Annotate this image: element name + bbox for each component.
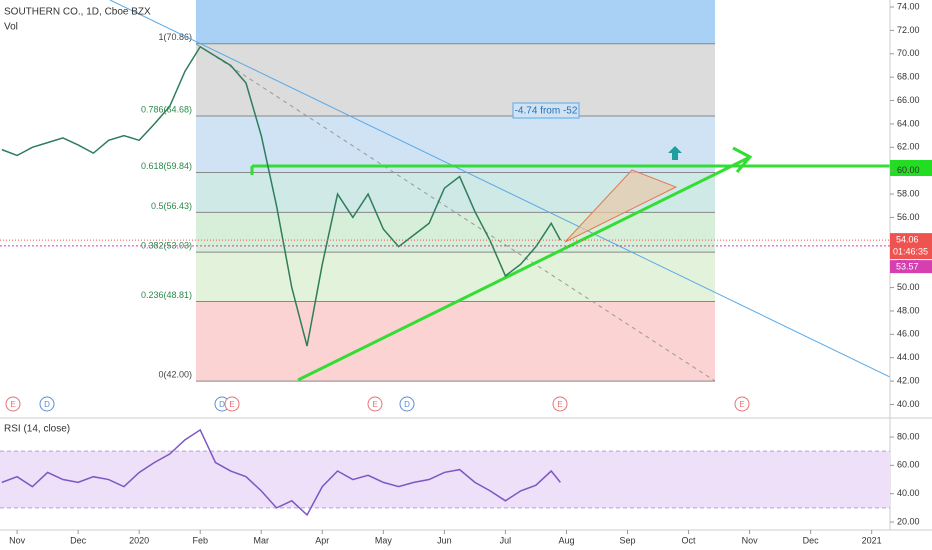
y-tick-label: 62.00 <box>897 142 920 152</box>
rsi-line <box>1 428 561 517</box>
event-marker <box>5 396 21 412</box>
x-tick-label: 2021 <box>862 535 882 545</box>
fib-label: 0.382(53.03) <box>141 241 192 251</box>
x-tick-label: Sep <box>620 535 636 545</box>
x-tick-label: Jul <box>500 535 512 545</box>
rsi-band <box>0 451 890 508</box>
event-label: D <box>404 400 410 409</box>
countdown: 01:46:35 <box>893 246 928 256</box>
y-tick-label: 40.00 <box>897 399 920 409</box>
rsi-y-tick-label: 20.00 <box>897 516 920 526</box>
y-tick-label: 74.00 <box>897 1 920 11</box>
fib-label: 1(70.86) <box>158 32 192 42</box>
event-label: E <box>10 400 15 409</box>
rsi-title: RSI (14, close) <box>4 424 70 435</box>
symbol-title: SOUTHERN CO., 1D, Cboe BZX <box>4 7 151 18</box>
x-tick-label: Nov <box>9 535 26 545</box>
y-tick-label: 64.00 <box>897 118 920 128</box>
price-line <box>1 45 562 347</box>
x-tick-label: Aug <box>558 535 574 545</box>
y-tick-label: 60.00 <box>897 165 920 175</box>
y-tick-label: 50.00 <box>897 282 920 292</box>
fib-zone <box>196 252 715 302</box>
y-tick-label: 58.00 <box>897 188 920 198</box>
volume-label: Vol <box>4 22 18 33</box>
fib-label: 0.5(56.43) <box>151 201 192 211</box>
rsi-y-tick-label: 60.00 <box>897 460 920 470</box>
event-label: D <box>44 400 50 409</box>
event-marker <box>552 396 568 412</box>
y-tick-label: 56.00 <box>897 212 920 222</box>
event-label: E <box>557 400 562 409</box>
event-label: E <box>229 400 234 409</box>
y-tick-label: 44.00 <box>897 352 920 362</box>
fib-top-zone <box>196 0 715 44</box>
last-price: 54.06 <box>896 234 919 244</box>
fib-zone <box>196 115 715 173</box>
event-label: D <box>219 400 225 409</box>
y-tick-label: 42.00 <box>897 375 920 385</box>
event-marker <box>399 396 415 412</box>
resistance-price-box <box>890 160 932 176</box>
y-tick-label: 72.00 <box>897 25 920 35</box>
x-tick-label: Nov <box>742 535 759 545</box>
annotation: -4.74 from -52 <box>515 106 578 117</box>
event-marker <box>734 396 750 412</box>
y-tick-label: 48.00 <box>897 305 920 315</box>
event-marker <box>367 396 383 412</box>
y-tick-label: 46.00 <box>897 329 920 339</box>
trend-line <box>109 0 890 378</box>
annotation-box <box>512 102 580 119</box>
fib-zone <box>196 301 715 382</box>
fib-zone <box>196 43 715 116</box>
x-tick-label: May <box>375 535 393 545</box>
y-tick-label: 68.00 <box>897 72 920 82</box>
fib-label: 0.236(48.81) <box>141 290 192 300</box>
fib-diagonal <box>195 43 716 382</box>
x-tick-label: Mar <box>254 535 270 545</box>
reference-label: 53.57 <box>896 261 919 271</box>
x-tick-label: Dec <box>70 535 87 545</box>
event-marker <box>39 396 55 412</box>
rsi-y-tick-label: 80.00 <box>897 431 920 441</box>
x-tick-label: Feb <box>192 535 208 545</box>
support-line <box>297 156 749 382</box>
y-tick-label: 70.00 <box>897 48 920 58</box>
x-tick-label: Jun <box>437 535 452 545</box>
rsi-y-tick-label: 40.00 <box>897 488 920 498</box>
reference-box <box>890 260 932 274</box>
last-price-box <box>890 233 932 260</box>
drawings <box>1 0 890 382</box>
x-tick-label: Oct <box>682 535 697 545</box>
event-label: E <box>739 400 744 409</box>
x-tick-label: Apr <box>315 535 329 545</box>
y-tick-label: 66.00 <box>897 95 920 105</box>
event-label: E <box>372 400 377 409</box>
arrow-head <box>732 146 753 173</box>
event-marker <box>224 396 240 412</box>
fib-label: 0(42.00) <box>158 369 192 379</box>
fib-label: 0.618(59.84) <box>141 161 192 171</box>
up-arrow <box>668 146 682 160</box>
triangle-shape <box>564 169 678 243</box>
x-tick-label: Dec <box>803 535 820 545</box>
x-tick-label: 2020 <box>129 535 149 545</box>
